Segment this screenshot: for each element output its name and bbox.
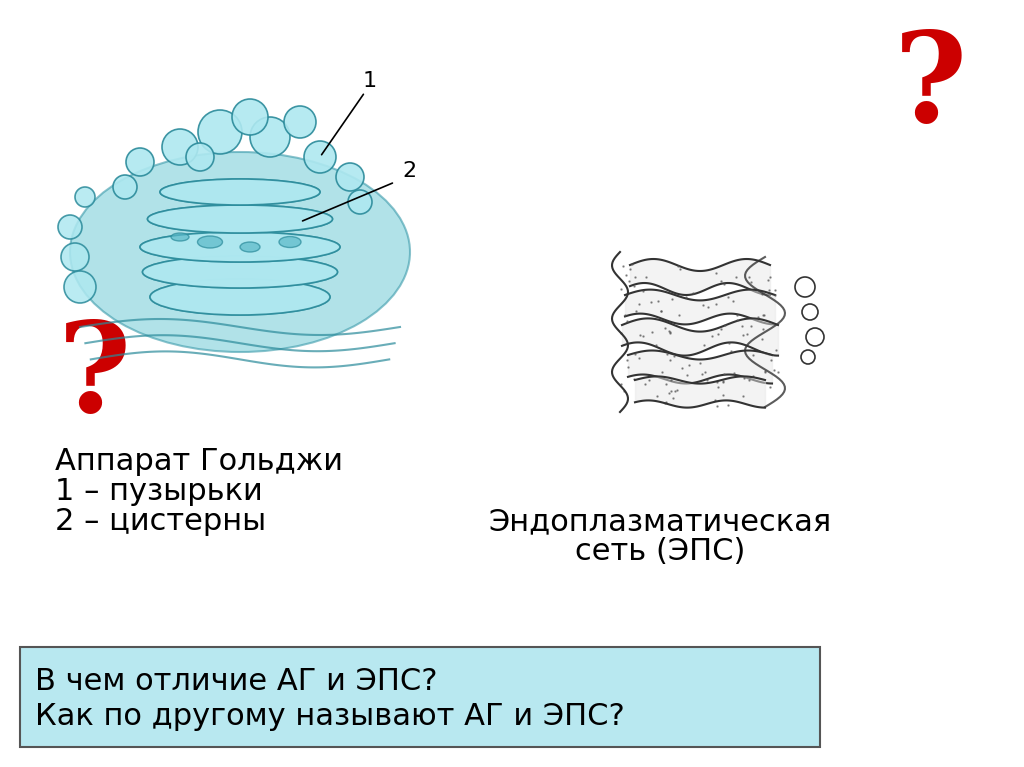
Ellipse shape (142, 256, 338, 288)
Ellipse shape (806, 328, 824, 346)
Text: 2: 2 (402, 161, 416, 181)
Ellipse shape (61, 243, 89, 271)
Ellipse shape (140, 232, 340, 262)
Ellipse shape (240, 242, 260, 252)
Ellipse shape (160, 179, 319, 205)
Text: Эндоплазматическая: Эндоплазматическая (488, 507, 831, 536)
Ellipse shape (232, 99, 268, 135)
Ellipse shape (75, 187, 95, 207)
Ellipse shape (113, 175, 137, 199)
Ellipse shape (802, 304, 818, 320)
Ellipse shape (147, 205, 333, 233)
Text: ?: ? (58, 317, 132, 437)
Ellipse shape (171, 233, 189, 241)
Ellipse shape (198, 110, 242, 154)
Ellipse shape (147, 205, 333, 233)
Ellipse shape (162, 129, 198, 165)
Ellipse shape (795, 277, 815, 297)
Ellipse shape (304, 141, 336, 173)
Text: Как по другому называют АГ и ЭПС?: Как по другому называют АГ и ЭПС? (35, 702, 625, 731)
Ellipse shape (348, 190, 372, 214)
Ellipse shape (150, 279, 330, 315)
Ellipse shape (186, 143, 214, 171)
Ellipse shape (140, 232, 340, 262)
Ellipse shape (198, 236, 222, 248)
Ellipse shape (142, 256, 338, 288)
Text: Аппарат Гольджи: Аппарат Гольджи (55, 447, 343, 476)
Ellipse shape (160, 179, 319, 205)
Ellipse shape (70, 152, 410, 352)
Ellipse shape (150, 279, 330, 315)
Ellipse shape (250, 117, 290, 157)
Text: 1 – пузырьки: 1 – пузырьки (55, 477, 263, 506)
Text: 2 – цистерны: 2 – цистерны (55, 507, 266, 536)
Ellipse shape (126, 148, 154, 176)
Ellipse shape (63, 271, 96, 303)
Text: В чем отличие АГ и ЭПС?: В чем отличие АГ и ЭПС? (35, 667, 437, 696)
Text: сеть (ЭПС): сеть (ЭПС) (574, 537, 745, 566)
Ellipse shape (284, 106, 316, 138)
Ellipse shape (801, 350, 815, 364)
FancyBboxPatch shape (20, 647, 820, 747)
Text: ?: ? (893, 27, 967, 147)
Ellipse shape (336, 163, 364, 191)
Ellipse shape (58, 215, 82, 239)
Text: 1: 1 (362, 71, 377, 91)
Ellipse shape (279, 236, 301, 248)
